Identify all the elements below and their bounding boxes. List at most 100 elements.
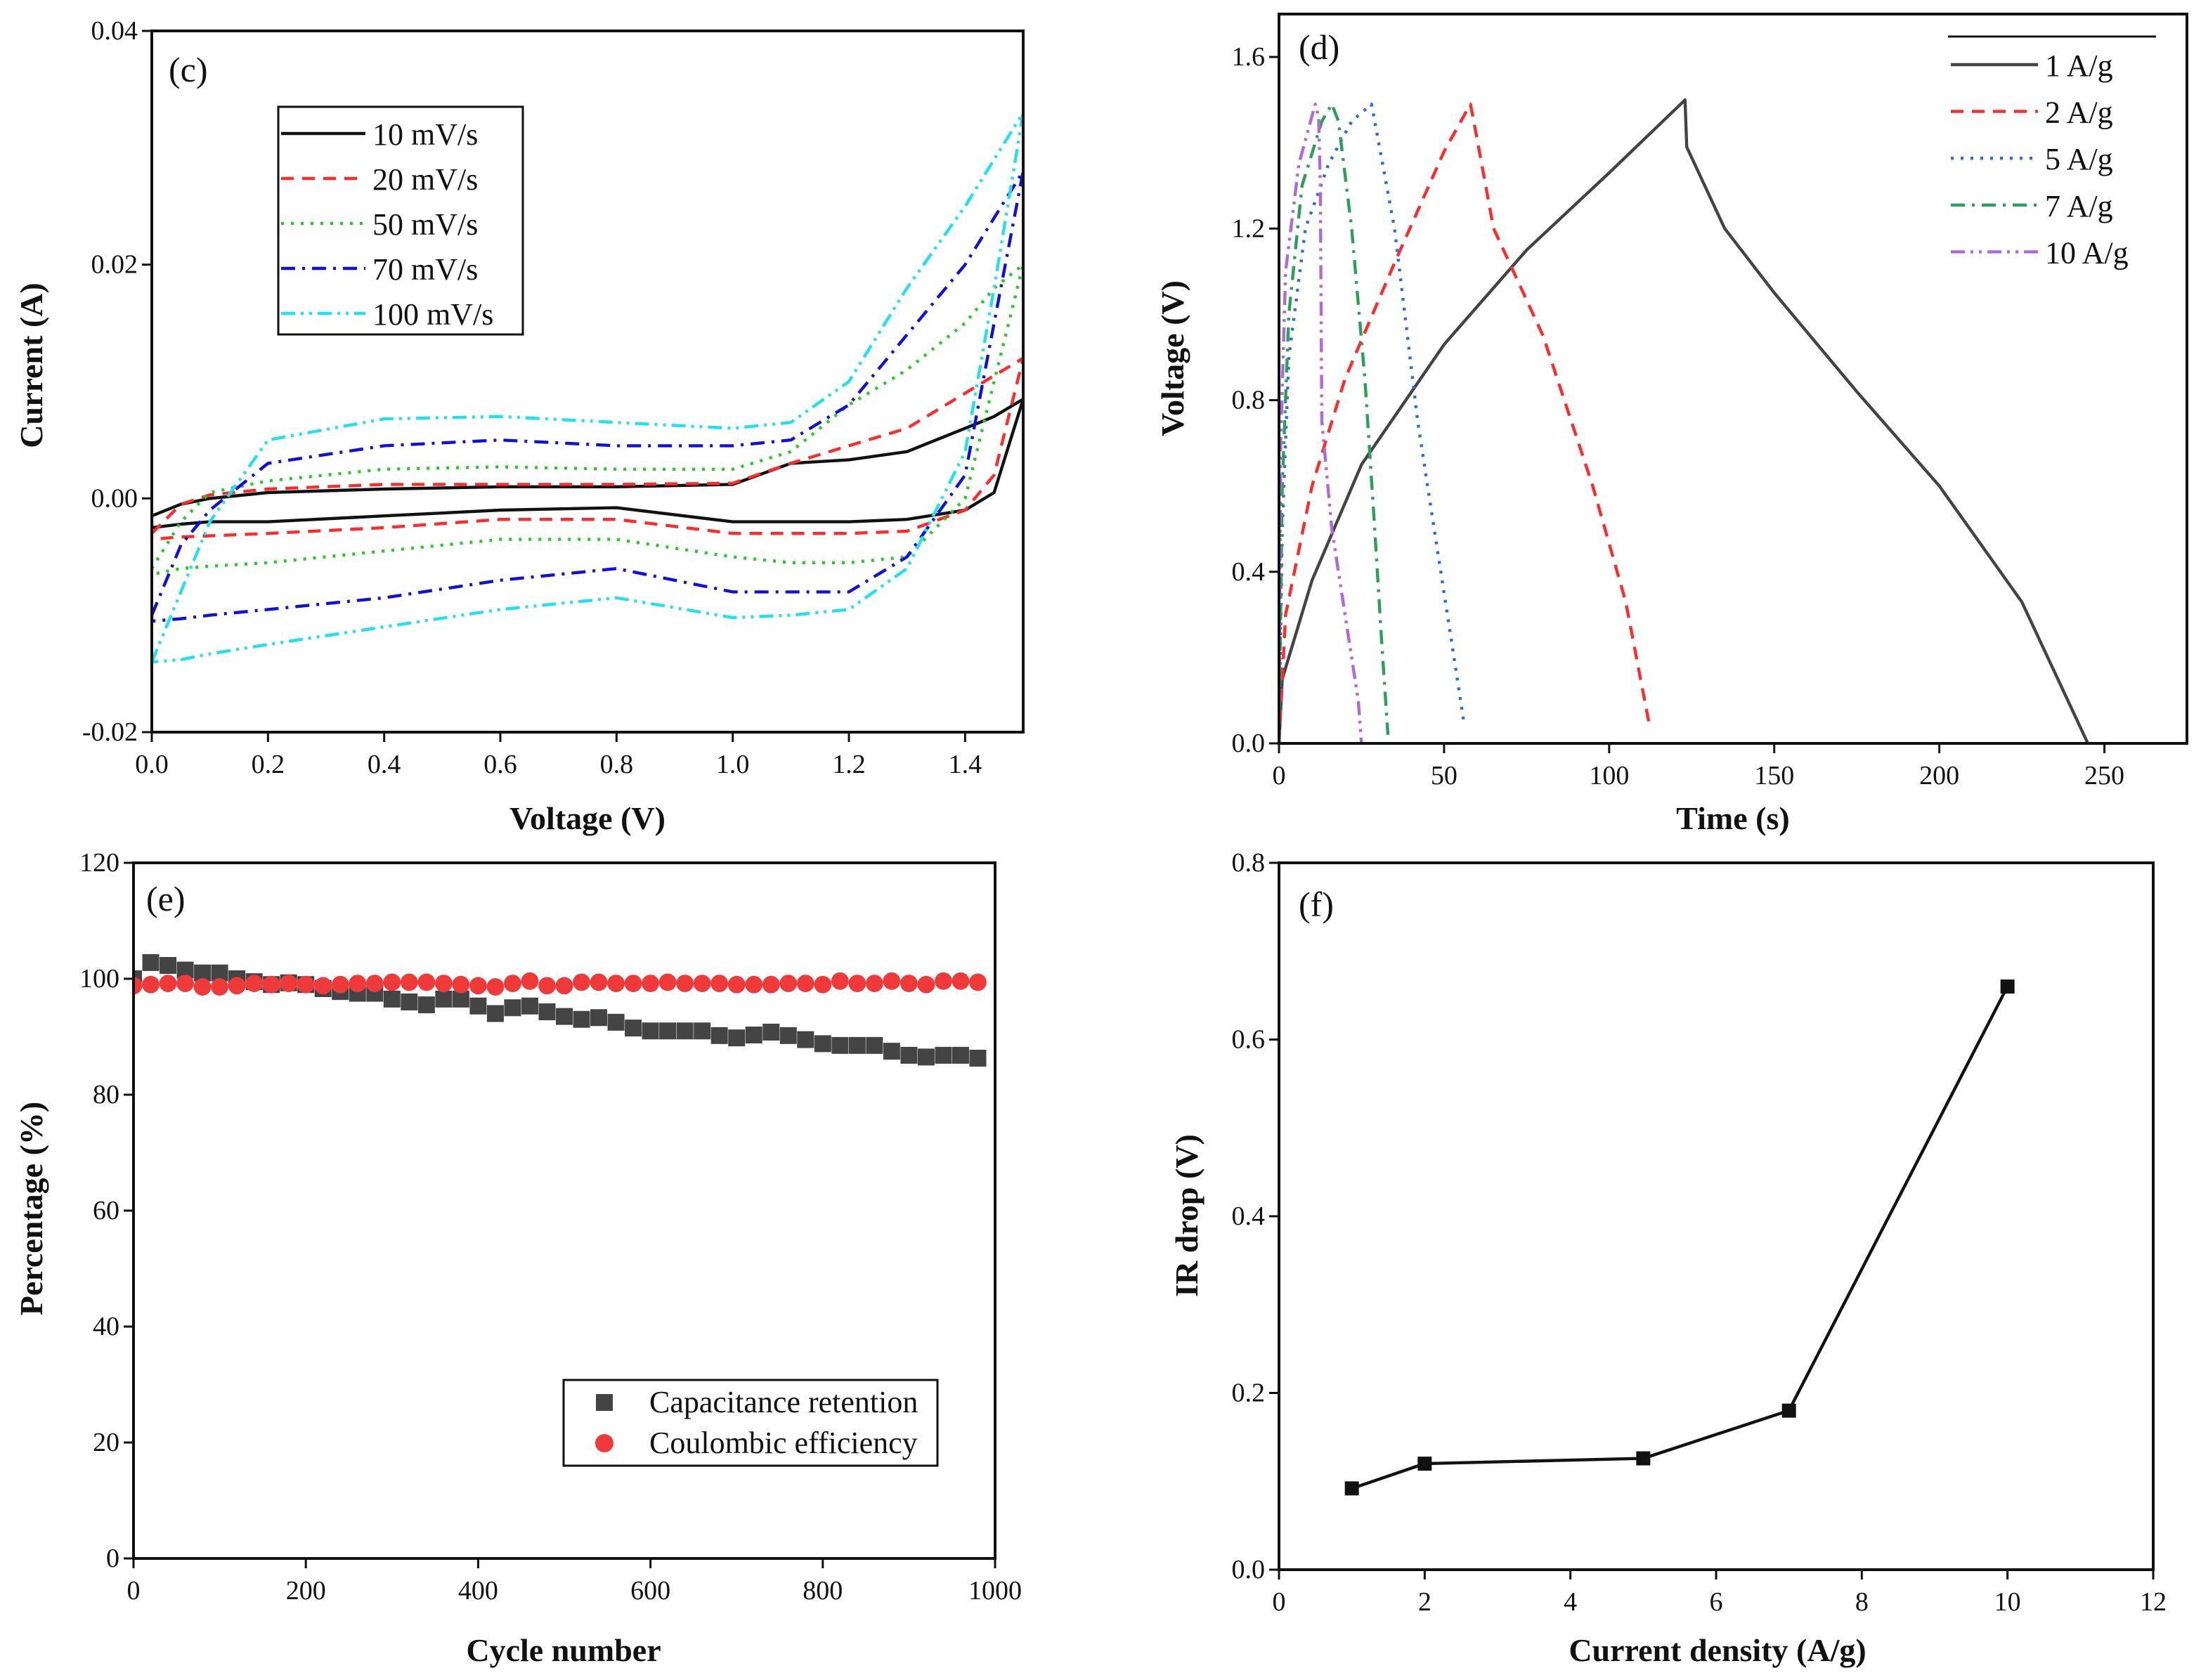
series-coulombic-efficiency-point: [521, 972, 539, 990]
series-coulombic-efficiency-point: [228, 977, 246, 995]
y-tick-label: 120: [79, 848, 119, 878]
series-coulombic-efficiency-point: [573, 973, 590, 991]
y-tick-label: 0.8: [1232, 386, 1266, 415]
series-coulombic-efficiency-point: [745, 975, 763, 994]
series-coulombic-efficiency-point: [538, 977, 556, 995]
series-coulombic-efficiency-point: [935, 972, 952, 990]
y-tick-label: 80: [93, 1080, 119, 1109]
series-10-mv-s-line: [152, 397, 1023, 530]
series-coulombic-efficiency-point: [710, 975, 729, 992]
series-coulombic-efficiency-point: [952, 972, 970, 990]
series-coulombic-efficiency-point: [883, 972, 901, 990]
series-1-a-g-line: [1279, 98, 2089, 743]
series-coulombic-efficiency-point: [693, 975, 711, 992]
legend-item: 50 mV/s: [281, 207, 478, 242]
series-coulombic-efficiency-point: [245, 975, 264, 992]
series-coulombic-efficiency-point: [434, 975, 453, 992]
chart-panel-f: 0 2 4 6 8 10 12 0.0 0.2 0.4 0.6 0.8 Current density …: [1169, 848, 2167, 1668]
panel-label: (e): [146, 879, 186, 918]
series-coulombic-efficiency-point: [262, 975, 280, 994]
series-capacitance-retention-point: [676, 1022, 694, 1040]
series-coulombic-efficiency-point: [779, 975, 798, 992]
series-capacitance-retention-point: [573, 1010, 590, 1028]
series-coulombic-efficiency-point: [555, 977, 573, 995]
series-coulombic-efficiency-point: [865, 975, 883, 992]
x-tick-label: 1.2: [832, 750, 866, 779]
plot-frame: [1278, 13, 2188, 745]
x-axis-label: Current density (A/g): [1569, 1632, 1866, 1668]
legend-label: 2 A/g: [2045, 96, 2113, 130]
legend-item: 70 mV/s: [281, 252, 478, 287]
y-axis-label: Current (A): [13, 282, 49, 448]
x-tick-label: 250: [2084, 761, 2124, 790]
legend-item: 5 A/g: [1951, 142, 2113, 176]
panel-label: (c): [169, 50, 208, 89]
plot-frame: [132, 861, 996, 1560]
legend-box: [277, 105, 524, 336]
legend-label: 10 mV/s: [372, 117, 478, 152]
legend-item: 10 mV/s: [281, 117, 478, 152]
legend: 1 A/g 2 A/g 5 A/g 7 A/g 10 A/g: [1948, 35, 2156, 270]
series-coulombic-efficiency-point: [796, 975, 814, 992]
series-coulombic-efficiency-point: [658, 973, 677, 991]
legend-item: 10 A/g: [1951, 235, 2129, 270]
series-7-a-g-line: [1279, 103, 1390, 743]
series-coulombic-efficiency-point: [400, 973, 418, 991]
legend-label: 100 mV/s: [372, 297, 493, 332]
series-ir-drop-line: [1351, 985, 2009, 1490]
y-tick-label: 100: [79, 964, 119, 994]
series-capacitance-retention-point: [521, 997, 538, 1015]
series-capacitance-retention-point: [452, 990, 469, 1008]
plot-area: [1351, 985, 2009, 1490]
x-tick-label: 0.4: [368, 750, 401, 779]
series-coulombic-efficiency-point: [417, 973, 436, 991]
series-capacitance-retention-point: [160, 957, 177, 975]
y-tick-label: -0.02: [82, 717, 138, 747]
y-tick-label: 0.0: [1232, 729, 1266, 758]
x-tick-label: 800: [803, 1576, 843, 1606]
series-capacitance-retention-point: [383, 990, 401, 1008]
x-tick-label: 1.4: [949, 750, 982, 779]
panel-label: (d): [1299, 27, 1339, 67]
series-coulombic-efficiency-point: [900, 975, 918, 992]
x-axis-label: Voltage (V): [509, 800, 666, 836]
series-coulombic-efficiency-point: [814, 975, 832, 994]
series-capacitance-retention-point: [762, 1023, 780, 1041]
x-tick-label: 0.0: [135, 750, 169, 779]
legend: Capacitance retention Coulombic efficienc…: [562, 1379, 939, 1467]
legend-item: 1 A/g: [1951, 48, 2113, 83]
series-coulombic-efficiency-point: [642, 975, 659, 992]
chart-panel-c: 0.0 0.2 0.4 0.6 0.8 1.0 1.2 1.4 -0.02 0.00 0.02 0.0…: [13, 16, 1025, 836]
y-tick-label: 0.04: [91, 16, 138, 46]
y-axis-label: IR drop (V): [1169, 1134, 1205, 1297]
data-point: [1417, 1457, 1432, 1471]
series-capacitance-retention-point: [779, 1027, 797, 1044]
series-coulombic-efficiency-point: [590, 973, 608, 991]
legend-label: 10 A/g: [2045, 235, 2129, 270]
plot-area: [1279, 98, 2089, 743]
series-capacitance-retention-point: [401, 994, 418, 1010]
series-100-mv-s-line: [152, 111, 1023, 664]
series-coulombic-efficiency-point: [383, 973, 401, 991]
legend-label: 5 A/g: [2045, 142, 2113, 176]
y-tick-label: 0.0: [1232, 1555, 1266, 1584]
x-tick-label: 150: [1754, 761, 1794, 790]
series-coulombic-efficiency-point: [452, 975, 470, 994]
legend-item: 100 mV/s: [281, 297, 493, 332]
series-coulombic-efficiency-point: [624, 975, 642, 992]
legend-label: 7 A/g: [2045, 189, 2113, 223]
series-coulombic-efficiency-point: [486, 978, 505, 996]
legend-box: [562, 1379, 939, 1467]
plot-area: [152, 111, 1023, 664]
plot-frame: [1278, 861, 2155, 1571]
series-capacitance-retention-point: [607, 1013, 625, 1031]
series-coulombic-efficiency-point: [142, 975, 160, 994]
y-tick-label: 0.00: [91, 483, 138, 513]
x-tick-label: 0: [127, 1576, 141, 1606]
y-tick-label: 40: [93, 1312, 119, 1341]
series-coulombic-efficiency-point: [280, 975, 298, 992]
series-coulombic-efficiency-point: [193, 978, 212, 996]
plot-area: [134, 953, 987, 1067]
series-70-mv-s-line: [152, 169, 1023, 623]
